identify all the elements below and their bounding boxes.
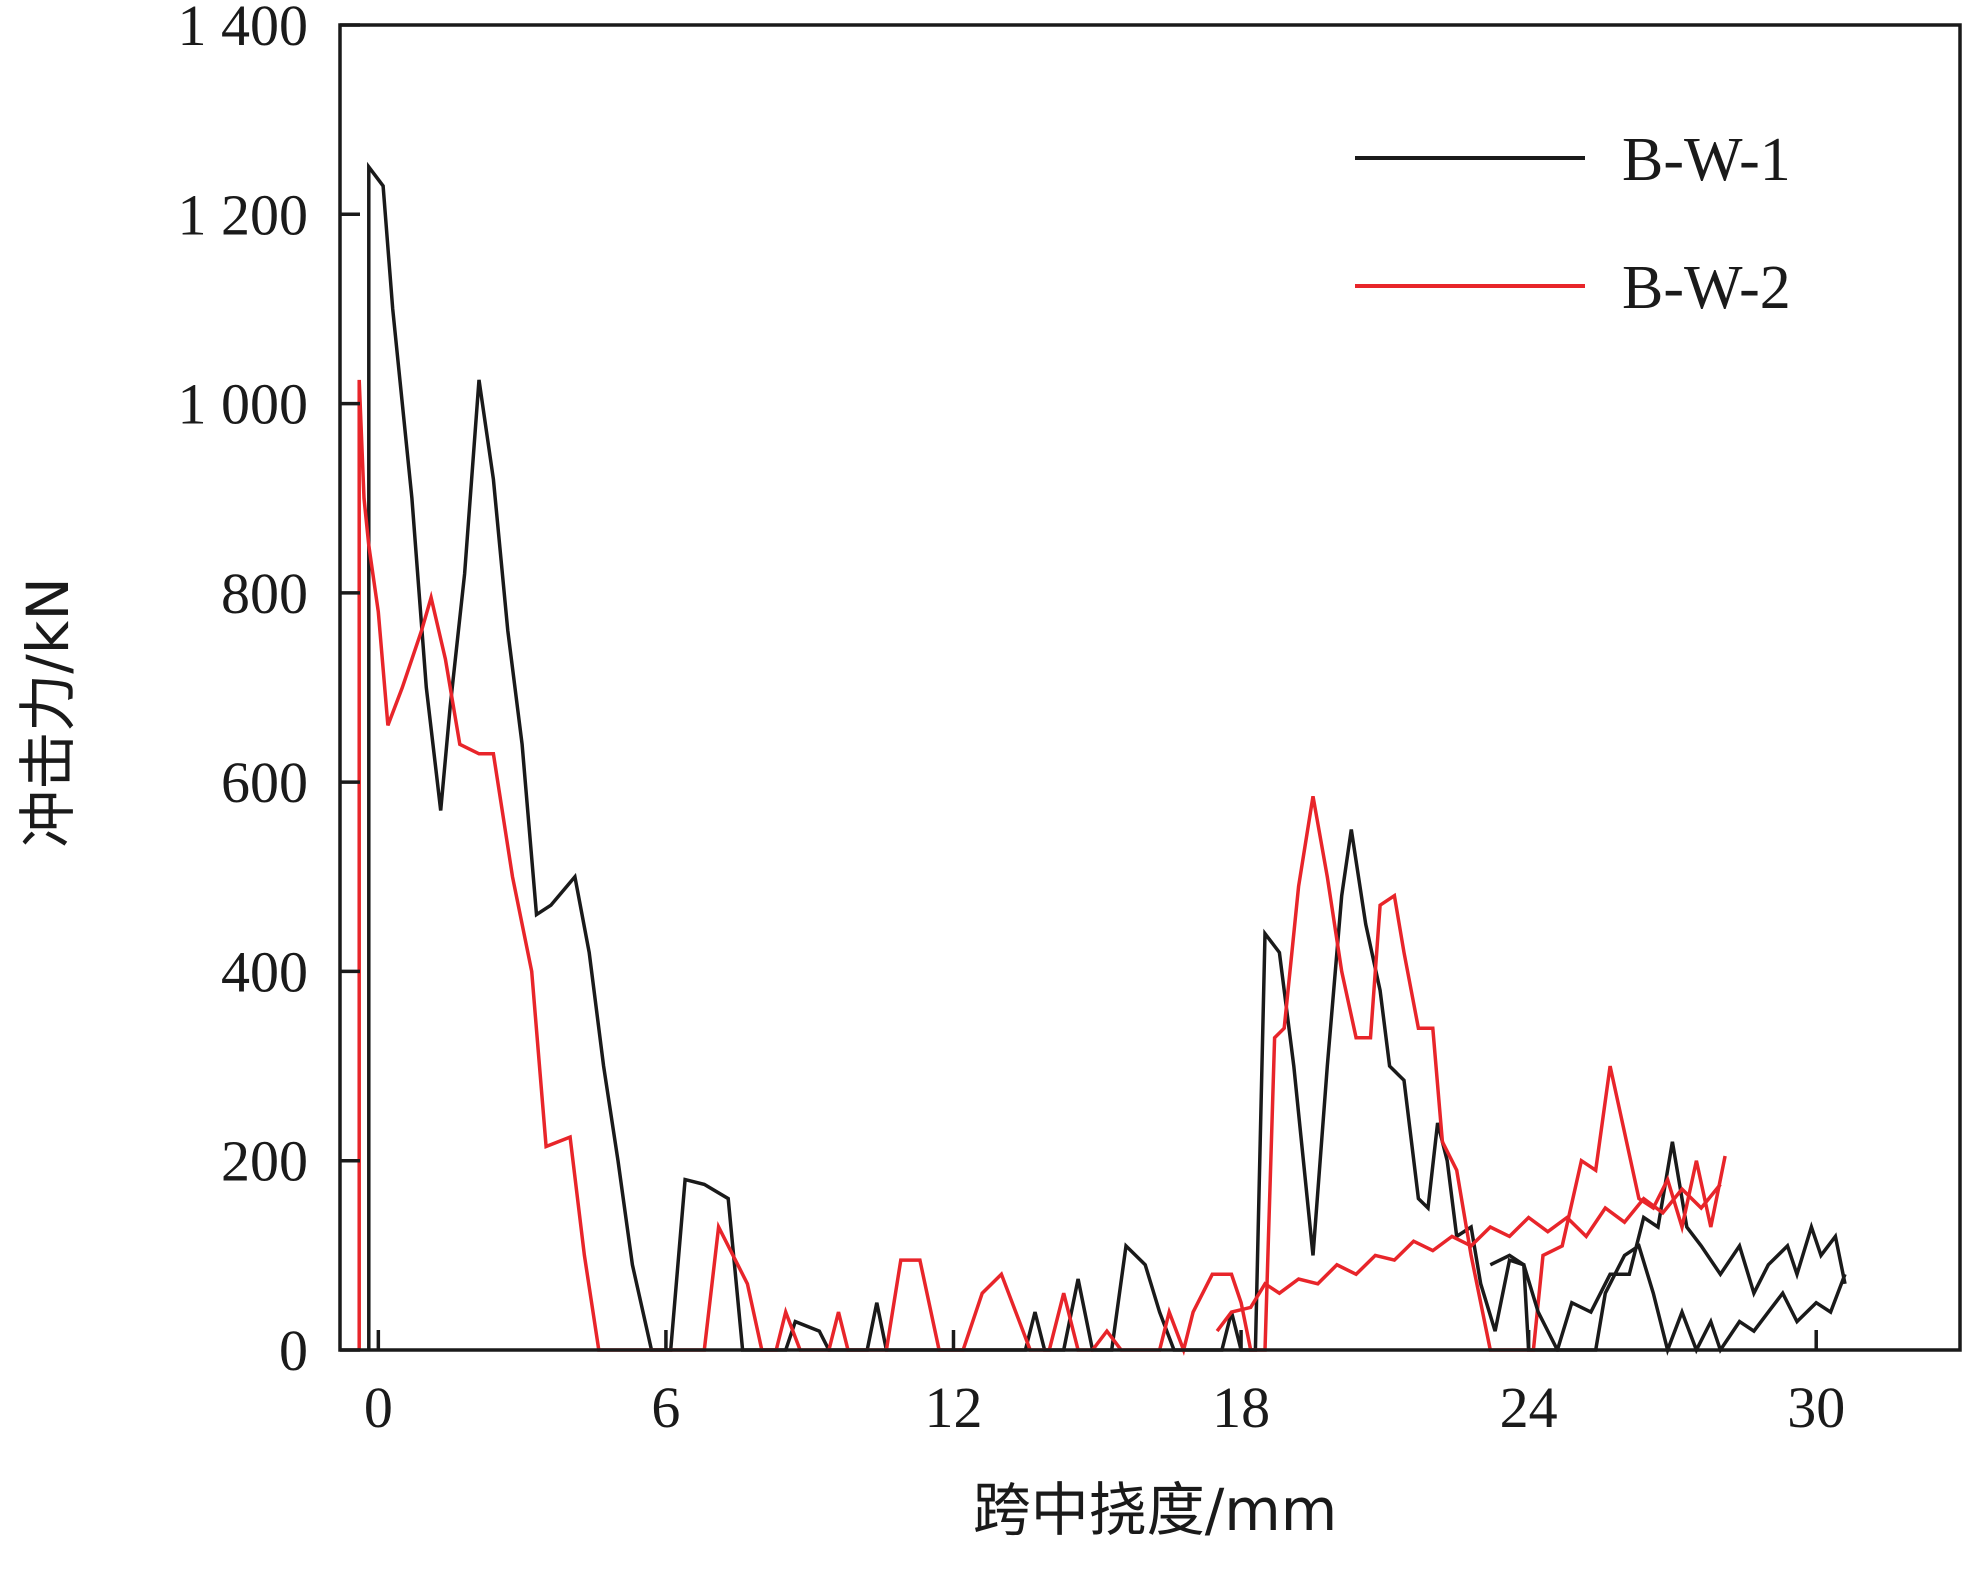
y-tick-label: 400	[221, 939, 308, 1004]
series-line-4	[1215, 1183, 1722, 1333]
x-tick-label: 30	[1787, 1375, 1845, 1440]
x-tick-label: 0	[364, 1375, 393, 1440]
y-tick-label: 600	[221, 750, 308, 815]
legend-label: B-W-2	[1622, 254, 1791, 322]
y-tick-label: 0	[279, 1318, 308, 1383]
y-tick-label: 1 400	[178, 0, 309, 58]
y-tick-label: 800	[221, 561, 308, 626]
x-tick-label: 6	[651, 1375, 680, 1440]
legend-label: B-W-1	[1622, 126, 1791, 194]
plot-frame	[338, 23, 1962, 1352]
y-tick-label: 200	[221, 1129, 308, 1194]
axes-layer: 0 6 12 18 24 30 0 200 400 600 800 1 000 1 200 1 400	[178, 0, 1846, 1440]
y-tick-label: 1 000	[178, 372, 309, 437]
x-tick-label: 18	[1212, 1375, 1270, 1440]
y-axis-title: 冲击力/kN	[14, 577, 82, 848]
x-tick-label: 12	[924, 1375, 982, 1440]
x-axis-title: 跨中挠度/mm	[973, 1476, 1338, 1544]
series-line-3	[1489, 1243, 1847, 1356]
x-tick-label: 24	[1500, 1375, 1558, 1440]
y-tick-label: 1 200	[178, 182, 309, 247]
legend: B-W-1 B-W-2	[1355, 126, 1791, 322]
